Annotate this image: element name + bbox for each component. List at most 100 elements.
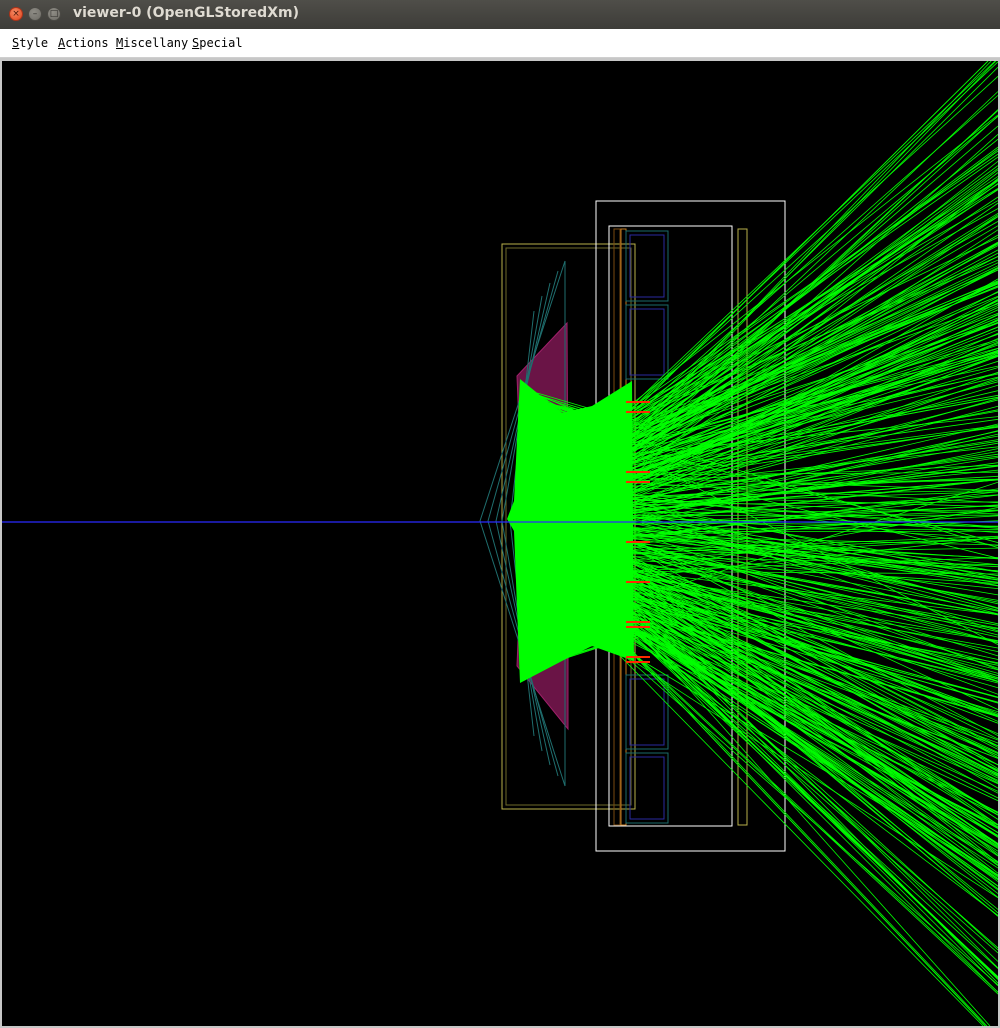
photon-track — [641, 441, 998, 548]
photon-track — [527, 572, 998, 716]
close-window-button[interactable]: × — [9, 7, 23, 21]
minimize-window-button[interactable]: – — [28, 7, 42, 21]
photon-track — [523, 633, 988, 1026]
menu-actions[interactable]: Actions — [58, 36, 109, 50]
photon-track — [532, 535, 998, 572]
hit-mark — [626, 621, 650, 623]
photon-track — [538, 291, 998, 467]
menu-style[interactable]: Style — [12, 36, 49, 50]
photon-track — [539, 160, 998, 456]
photon-track — [534, 343, 998, 498]
photon-track — [537, 510, 998, 529]
photon-track — [525, 344, 998, 469]
menu-special[interactable]: Special — [192, 36, 243, 50]
maximize-window-button[interactable]: □ — [47, 7, 61, 21]
minimize-icon: – — [32, 8, 38, 19]
photon-track — [528, 312, 998, 465]
window-titlebar[interactable]: × – □ viewer-0 (OpenGLStoredXm) — [0, 0, 1000, 30]
photon-track — [536, 200, 998, 420]
photon-track — [531, 611, 998, 857]
photon-track — [532, 593, 998, 741]
photon-track — [537, 553, 998, 747]
photon-track — [541, 505, 998, 609]
photon-track — [532, 377, 998, 517]
photon-track — [534, 551, 998, 589]
photon-track — [531, 608, 998, 845]
hit-mark — [626, 626, 650, 628]
photon-track — [522, 627, 998, 986]
photon-track — [537, 538, 998, 657]
photon-track — [530, 202, 998, 463]
photon-track — [541, 610, 998, 894]
photon-track — [524, 265, 998, 455]
photon-track — [538, 607, 998, 838]
photon-track — [523, 109, 998, 452]
photon-track — [534, 339, 998, 457]
photon-track — [537, 66, 998, 424]
photon-track — [537, 114, 998, 425]
photon-track — [531, 167, 998, 441]
photon-track — [534, 326, 998, 480]
photon-track — [541, 479, 998, 490]
photon-track — [641, 537, 998, 577]
photon-track — [535, 189, 998, 443]
window-title: viewer-0 (OpenGLStoredXm) — [73, 5, 299, 21]
photon-track — [539, 607, 998, 774]
photon-track — [539, 299, 998, 489]
photon-track — [539, 351, 998, 465]
photon-track — [533, 579, 998, 794]
photon-track — [529, 571, 998, 676]
photon-track — [525, 146, 998, 441]
photon-track — [531, 61, 989, 432]
photon-track — [536, 554, 998, 758]
photon-track — [530, 624, 998, 987]
photon-track — [526, 475, 998, 501]
photon-track — [641, 448, 998, 522]
photon-track — [540, 309, 998, 492]
photon-track — [541, 533, 998, 636]
photon-track — [531, 322, 998, 464]
maximize-icon: □ — [49, 8, 59, 19]
photon-track — [526, 599, 998, 910]
photon-track — [526, 567, 998, 615]
photon-track — [526, 631, 986, 1026]
photon-track — [538, 532, 998, 679]
hit-mark — [626, 411, 650, 413]
photon-track — [537, 333, 998, 474]
photon-track — [530, 567, 998, 682]
photon-track — [521, 631, 984, 1026]
close-icon: × — [12, 8, 20, 19]
photon-track — [522, 430, 998, 530]
vessel-outline — [501, 243, 636, 810]
photon-track — [538, 479, 998, 512]
photon-track — [532, 609, 998, 917]
menu-miscellany[interactable]: Miscellany — [116, 36, 189, 50]
hit-mark — [626, 481, 650, 483]
photon-track — [540, 592, 998, 744]
photon-track — [641, 469, 998, 559]
photon-track — [530, 595, 998, 777]
photon-track — [641, 528, 998, 530]
photon-track — [529, 259, 998, 423]
photon-track — [641, 520, 998, 611]
photon-track — [528, 543, 998, 750]
photon-track — [535, 634, 998, 876]
photon-track — [541, 532, 998, 583]
photon-track — [526, 340, 998, 465]
photon-track — [522, 125, 998, 433]
photon-track — [522, 586, 998, 846]
opengl-viewport[interactable] — [2, 61, 998, 1026]
photon-track — [641, 523, 998, 615]
photon-track — [541, 592, 998, 816]
photon-track — [524, 557, 998, 578]
photon-track — [527, 606, 998, 887]
photon-track — [531, 601, 998, 867]
hit-mark — [626, 661, 650, 663]
photon-track — [524, 179, 998, 450]
photon-track — [535, 628, 998, 969]
hit-mark — [626, 541, 650, 543]
photon-track — [527, 635, 998, 899]
photon-track — [536, 283, 998, 447]
photon-track — [527, 381, 998, 482]
hit-mark — [626, 656, 650, 658]
